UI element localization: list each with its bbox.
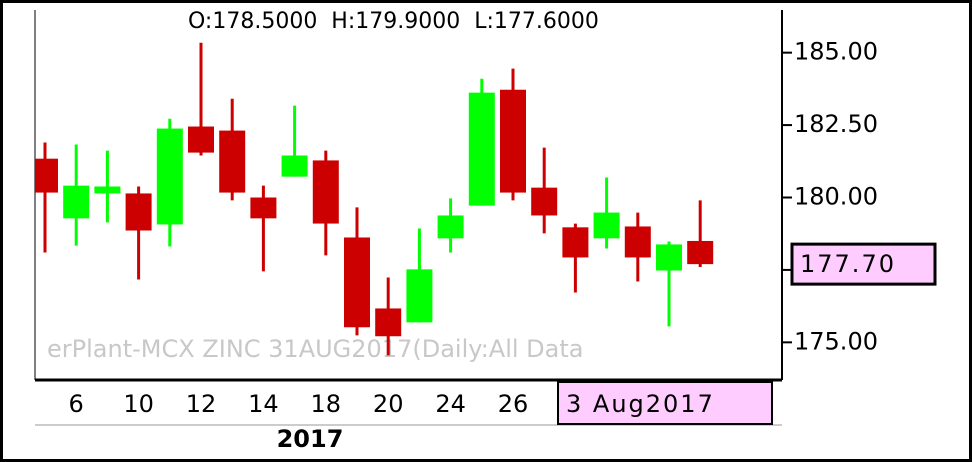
x-tick-label: 12 bbox=[186, 390, 217, 418]
y-tick-label: 180.00 bbox=[794, 183, 878, 211]
candle-body bbox=[656, 244, 682, 271]
candle-body bbox=[219, 130, 246, 193]
candle-body bbox=[624, 226, 651, 258]
ohlc-header: O:178.5000 H:179.9000 L:177.6000 bbox=[188, 9, 599, 34]
candle-body bbox=[312, 160, 339, 224]
candle-body bbox=[687, 240, 714, 265]
candle-body bbox=[344, 237, 370, 328]
candle-body bbox=[593, 212, 620, 239]
candle-body bbox=[531, 187, 558, 216]
x-tick-label: 20 bbox=[373, 390, 404, 418]
candle-body bbox=[125, 193, 152, 231]
x-tick-label: 14 bbox=[248, 390, 279, 418]
year-label: 2017 bbox=[277, 425, 344, 453]
date-box bbox=[557, 381, 773, 425]
candle-body bbox=[468, 92, 495, 206]
y-tick-label: 175.00 bbox=[794, 327, 878, 355]
candle-body bbox=[406, 269, 433, 323]
candle-body bbox=[437, 215, 464, 239]
y-tick-label: 182.50 bbox=[794, 110, 878, 138]
x-tick-label: 24 bbox=[435, 390, 466, 418]
x-tick-label: 26 bbox=[498, 390, 529, 418]
candle-body bbox=[281, 155, 308, 177]
candle-body bbox=[250, 197, 277, 219]
candle-body bbox=[35, 158, 58, 193]
candle-body bbox=[188, 126, 214, 153]
candle-body bbox=[94, 186, 121, 194]
y-tick-label: 185.00 bbox=[794, 38, 878, 66]
price-label: 177.70 bbox=[800, 250, 896, 278]
candle-body bbox=[375, 308, 402, 337]
x-tick-label: 6 bbox=[69, 390, 84, 418]
candle-body bbox=[562, 227, 589, 258]
watermark: erPlant-MCX ZINC 31AUG2017(Daily:All Dat… bbox=[47, 335, 583, 363]
candle-body bbox=[63, 185, 90, 219]
cursor-date: 3 Aug2017 bbox=[566, 390, 715, 418]
candle-body bbox=[156, 128, 183, 225]
x-tick-label: 10 bbox=[123, 390, 154, 418]
x-tick-label: 18 bbox=[311, 390, 342, 418]
price-box bbox=[790, 242, 937, 286]
candle-body bbox=[500, 89, 526, 193]
